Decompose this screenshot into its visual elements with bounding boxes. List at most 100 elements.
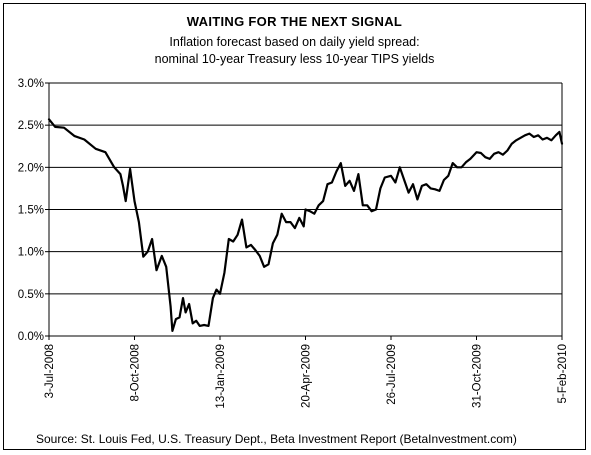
data-point [281, 213, 283, 215]
data-point [272, 242, 274, 244]
data-point [558, 131, 560, 133]
data-point [497, 151, 500, 153]
data-point [340, 162, 342, 164]
data-point [353, 190, 355, 192]
data-point [170, 305, 172, 308]
data-point [524, 134, 526, 136]
data-point [259, 255, 261, 257]
data-point [313, 213, 315, 215]
data-point [303, 225, 305, 227]
data-point [245, 246, 248, 249]
data-point [294, 227, 296, 229]
data-point [528, 133, 530, 135]
data-point [119, 173, 121, 175]
data-point [318, 204, 320, 206]
y-tick-label: 1.0% [18, 247, 44, 259]
y-tick-label: 1.5% [18, 205, 44, 217]
data-point [83, 138, 85, 141]
data-point [408, 192, 410, 194]
data-point [73, 135, 76, 137]
data-point [219, 293, 221, 295]
data-point [241, 219, 243, 221]
data-point [161, 255, 163, 257]
data-point [155, 269, 158, 271]
data-point [515, 139, 517, 141]
line-chart: 0.0% 0.5% 1.0% 1.5% 2.0% 2.5% 3.0% 3-Jul-2008 8-… [18, 78, 569, 409]
x-tick-label: 5-Feb-2010 [557, 344, 569, 403]
data-point [185, 311, 187, 313]
data-point [125, 200, 127, 202]
data-point [452, 162, 454, 164]
data-point [399, 166, 401, 168]
data-point [212, 297, 214, 299]
data-point [366, 204, 368, 206]
data-point [390, 175, 392, 177]
data-point [430, 187, 432, 190]
y-tick-label: 2.5% [18, 120, 44, 132]
data-point [199, 325, 201, 327]
data-point [142, 256, 144, 258]
data-point [371, 210, 373, 212]
data-point [335, 170, 337, 173]
data-point [416, 198, 419, 200]
source-note: Source: St. Louis Fed, U.S. Treasury Dep… [36, 432, 517, 446]
data-point [362, 204, 364, 206]
data-point [254, 249, 256, 251]
data-point [178, 316, 181, 319]
data-point [326, 183, 329, 185]
data-point [375, 208, 377, 211]
data-point [456, 166, 458, 168]
data-point [228, 238, 230, 240]
data-point [484, 156, 486, 158]
data-point [443, 179, 445, 181]
data-point [502, 154, 504, 156]
chart-subtitle-line-2: nominal 10-year Treasury less 10-year TI… [154, 52, 435, 66]
data-point [519, 137, 522, 139]
x-tick-label: 8-Oct-2008 [130, 344, 142, 402]
data-point [237, 234, 239, 236]
data-point [175, 318, 177, 320]
data-point [384, 176, 386, 179]
data-point [542, 138, 544, 141]
data-point [394, 181, 397, 184]
y-tick-label: 0.0% [18, 331, 44, 343]
data-point [54, 126, 56, 128]
data-point [489, 158, 491, 160]
y-tick-label: 3.0% [18, 78, 44, 90]
data-point [129, 168, 131, 170]
data-point [215, 289, 218, 291]
data-point [309, 210, 311, 212]
data-point [298, 217, 300, 219]
data-point [95, 148, 97, 150]
data-point [403, 179, 405, 181]
chart-frame: WAITING FOR THE NEXT SIGNAL Inflation fo… [3, 3, 586, 450]
data-point [425, 183, 427, 185]
data-point [276, 234, 278, 236]
chart-title: WAITING FOR THE NEXT SIGNAL [186, 14, 403, 29]
data-point [537, 134, 539, 136]
data-point [289, 221, 292, 223]
data-point [506, 149, 508, 152]
data-point [511, 143, 513, 145]
data-point [267, 263, 270, 265]
data-point [250, 244, 252, 246]
data-point [165, 266, 167, 268]
data-point [188, 303, 190, 305]
x-tick-label: 3-Jul-2008 [44, 344, 56, 398]
data-point [421, 185, 423, 187]
data-point [555, 134, 557, 136]
y-tick-label: 2.0% [18, 162, 44, 174]
data-point [232, 240, 234, 243]
data-point [285, 221, 287, 223]
data-point [195, 320, 197, 322]
data-point [465, 161, 467, 163]
data-point [203, 324, 205, 326]
data-point [171, 330, 174, 332]
data-point [475, 151, 478, 153]
data-point [546, 137, 548, 139]
data-point [469, 158, 471, 160]
data-point [412, 183, 414, 185]
data-point [122, 185, 124, 187]
x-tick-label: 26-Jul-2009 [386, 344, 398, 405]
data-point [561, 143, 563, 145]
